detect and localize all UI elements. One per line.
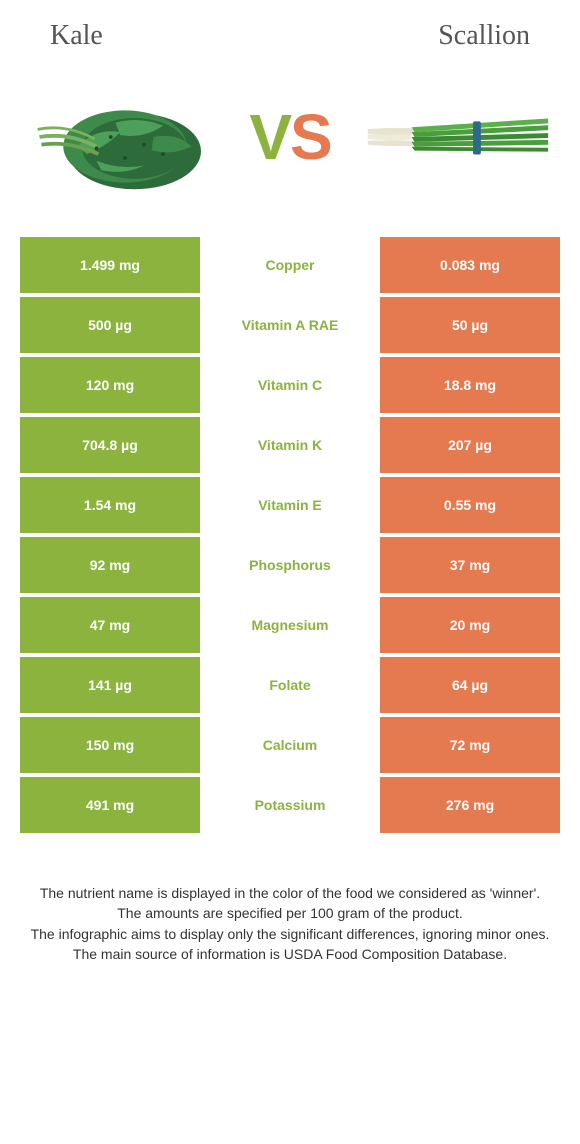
cell-nutrient-name: Calcium bbox=[200, 717, 380, 773]
cell-right-value: 0.083 mg bbox=[380, 237, 560, 293]
footer-line: The main source of information is USDA F… bbox=[30, 944, 550, 964]
kale-image bbox=[25, 77, 225, 197]
cell-left-value: 500 µg bbox=[20, 297, 200, 353]
table-row: 120 mgVitamin C18.8 mg bbox=[20, 357, 560, 413]
cell-nutrient-name: Phosphorus bbox=[200, 537, 380, 593]
title-left: Kale bbox=[50, 20, 103, 52]
cell-left-value: 150 mg bbox=[20, 717, 200, 773]
cell-left-value: 120 mg bbox=[20, 357, 200, 413]
cell-left-value: 1.54 mg bbox=[20, 477, 200, 533]
cell-left-value: 704.8 µg bbox=[20, 417, 200, 473]
footer-line: The infographic aims to display only the… bbox=[30, 924, 550, 944]
cell-right-value: 18.8 mg bbox=[380, 357, 560, 413]
cell-right-value: 0.55 mg bbox=[380, 477, 560, 533]
cell-nutrient-name: Vitamin A RAE bbox=[200, 297, 380, 353]
hero-row: VS bbox=[20, 67, 560, 237]
cell-right-value: 50 µg bbox=[380, 297, 560, 353]
title-right: Scallion bbox=[438, 20, 530, 52]
cell-right-value: 37 mg bbox=[380, 537, 560, 593]
scallion-image bbox=[355, 77, 555, 197]
cell-nutrient-name: Vitamin K bbox=[200, 417, 380, 473]
cell-left-value: 92 mg bbox=[20, 537, 200, 593]
cell-left-value: 141 µg bbox=[20, 657, 200, 713]
table-row: 141 µgFolate64 µg bbox=[20, 657, 560, 713]
cell-right-value: 207 µg bbox=[380, 417, 560, 473]
nutrient-table: 1.499 mgCopper0.083 mg500 µgVitamin A RA… bbox=[20, 237, 560, 833]
footer-line: The nutrient name is displayed in the co… bbox=[30, 883, 550, 903]
cell-left-value: 47 mg bbox=[20, 597, 200, 653]
cell-right-value: 64 µg bbox=[380, 657, 560, 713]
table-row: 1.499 mgCopper0.083 mg bbox=[20, 237, 560, 293]
cell-nutrient-name: Vitamin C bbox=[200, 357, 380, 413]
vs-s: S bbox=[290, 101, 331, 173]
cell-left-value: 491 mg bbox=[20, 777, 200, 833]
footer-line: The amounts are specified per 100 gram o… bbox=[30, 903, 550, 923]
table-row: 47 mgMagnesium20 mg bbox=[20, 597, 560, 653]
table-row: 704.8 µgVitamin K207 µg bbox=[20, 417, 560, 473]
footer-notes: The nutrient name is displayed in the co… bbox=[20, 883, 560, 964]
vs-label: VS bbox=[249, 100, 330, 174]
table-row: 1.54 mgVitamin E0.55 mg bbox=[20, 477, 560, 533]
cell-nutrient-name: Potassium bbox=[200, 777, 380, 833]
cell-right-value: 276 mg bbox=[380, 777, 560, 833]
cell-left-value: 1.499 mg bbox=[20, 237, 200, 293]
cell-nutrient-name: Folate bbox=[200, 657, 380, 713]
cell-nutrient-name: Magnesium bbox=[200, 597, 380, 653]
table-row: 500 µgVitamin A RAE50 µg bbox=[20, 297, 560, 353]
cell-nutrient-name: Copper bbox=[200, 237, 380, 293]
vs-v: V bbox=[249, 101, 290, 173]
cell-right-value: 72 mg bbox=[380, 717, 560, 773]
table-row: 491 mgPotassium276 mg bbox=[20, 777, 560, 833]
table-row: 92 mgPhosphorus37 mg bbox=[20, 537, 560, 593]
cell-nutrient-name: Vitamin E bbox=[200, 477, 380, 533]
header: Kale Scallion bbox=[20, 20, 560, 67]
scallion-icon bbox=[358, 107, 553, 167]
kale-icon bbox=[30, 77, 220, 197]
table-row: 150 mgCalcium72 mg bbox=[20, 717, 560, 773]
cell-right-value: 20 mg bbox=[380, 597, 560, 653]
